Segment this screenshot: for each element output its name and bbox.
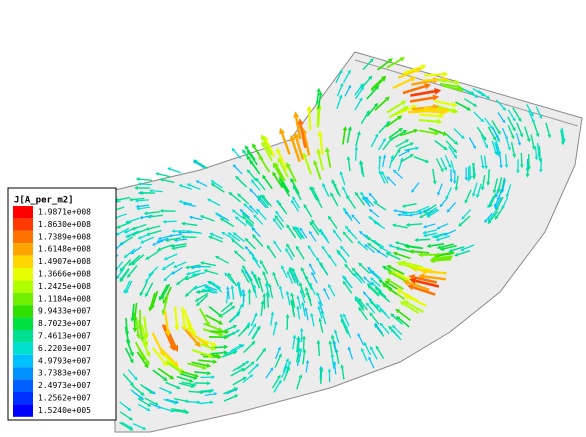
- arrow-shaft: [356, 150, 357, 161]
- legend-swatch: [13, 380, 33, 392]
- arrow-shaft: [424, 74, 443, 75]
- legend-swatch: [13, 367, 33, 379]
- arrow-shaft: [141, 184, 152, 185]
- arrow-shaft: [210, 331, 225, 332]
- legend-label: 4.9793e+007: [38, 356, 91, 365]
- arrow-head: [279, 128, 285, 135]
- arrow-shaft: [426, 272, 446, 274]
- arrow-head: [155, 172, 159, 176]
- legend-swatch: [13, 305, 33, 317]
- legend: J[A_per_m2] 1.9871e+008 1.8630e+008 1.7389…: [8, 188, 116, 420]
- legend-swatch: [13, 293, 33, 305]
- legend-label: 2.4973e+007: [38, 381, 91, 390]
- arrow-shaft: [268, 295, 269, 308]
- legend-swatch: [13, 280, 33, 292]
- legend-label: 1.3666e+008: [38, 270, 91, 279]
- legend-swatch: [13, 342, 33, 354]
- arrow-shaft: [541, 158, 542, 169]
- arrow-shaft: [197, 162, 208, 169]
- arrow-shaft: [153, 191, 163, 192]
- arrow-shaft: [435, 259, 452, 260]
- legend-title: J[A_per_m2]: [14, 196, 74, 206]
- arrow-shaft: [304, 339, 305, 351]
- legend-label: 9.9433e+007: [38, 307, 91, 316]
- arrow-head: [167, 167, 171, 170]
- arrow-shaft: [175, 231, 186, 232]
- legend-swatch: [13, 231, 33, 243]
- arrow-shaft: [138, 200, 149, 201]
- legend-label: 7.4613e+007: [38, 332, 91, 341]
- legend-label: 1.4907e+008: [38, 257, 91, 266]
- legend-swatch: [13, 330, 33, 342]
- legend-swatch: [13, 268, 33, 280]
- arrow-shaft: [528, 161, 529, 174]
- legend-swatch: [13, 256, 33, 268]
- arrow-shaft: [473, 163, 474, 176]
- arrow-shaft: [319, 344, 320, 356]
- arrow-shaft: [410, 224, 423, 225]
- legend-swatch: [13, 355, 33, 367]
- screenshot: J[A_per_m2] 1.9871e+008 1.8630e+008 1.7389…: [0, 0, 586, 437]
- arrow-head: [317, 88, 321, 92]
- legend-label: 1.6148e+008: [38, 245, 91, 254]
- legend-label: 1.2562e+007: [38, 394, 91, 403]
- arrow-head: [307, 105, 313, 111]
- legend-label: 1.8630e+008: [38, 220, 91, 229]
- legend-label: 6.2203e+007: [38, 344, 91, 353]
- legend-label: 8.7023e+007: [38, 319, 91, 328]
- arrow-shaft: [318, 110, 319, 128]
- arrow-shaft: [166, 221, 177, 222]
- arrow-shaft: [536, 147, 537, 158]
- arrow-shaft: [379, 159, 380, 171]
- arrow-shaft: [321, 372, 322, 384]
- arrow-shaft: [309, 111, 310, 131]
- arrow-head: [421, 65, 427, 70]
- arrow-shaft: [488, 169, 489, 182]
- arrow-shaft: [539, 146, 540, 158]
- legend-swatch: [13, 318, 33, 330]
- arrow-shaft: [418, 239, 430, 240]
- field-view: J[A_per_m2] 1.9871e+008 1.8630e+008 1.7389…: [0, 0, 586, 437]
- arrow-head: [293, 111, 299, 118]
- legend-label: 1.2425e+008: [38, 282, 91, 291]
- arrow-shaft: [197, 392, 209, 393]
- legend-label: 1.9871e+008: [38, 208, 91, 217]
- arrow-shaft: [420, 115, 440, 116]
- legend-swatch: [13, 404, 33, 416]
- arrow-shaft: [521, 153, 522, 165]
- arrow-shaft: [159, 174, 170, 177]
- legend-swatch: [13, 392, 33, 404]
- legend-label: 3.7383e+007: [38, 369, 91, 378]
- legend-label: 1.1184e+008: [38, 294, 91, 303]
- legend-swatch: [13, 218, 33, 230]
- arrow-shaft: [401, 215, 411, 216]
- legend-swatch: [13, 243, 33, 255]
- arrow-shaft: [140, 179, 152, 180]
- arrow-head: [443, 72, 449, 77]
- legend-swatch: [13, 206, 33, 218]
- arrow-shaft: [170, 169, 180, 173]
- legend-label: 1.7389e+008: [38, 232, 91, 241]
- legend-label: 1.5240e+005: [38, 406, 91, 415]
- arrow-head: [136, 177, 140, 181]
